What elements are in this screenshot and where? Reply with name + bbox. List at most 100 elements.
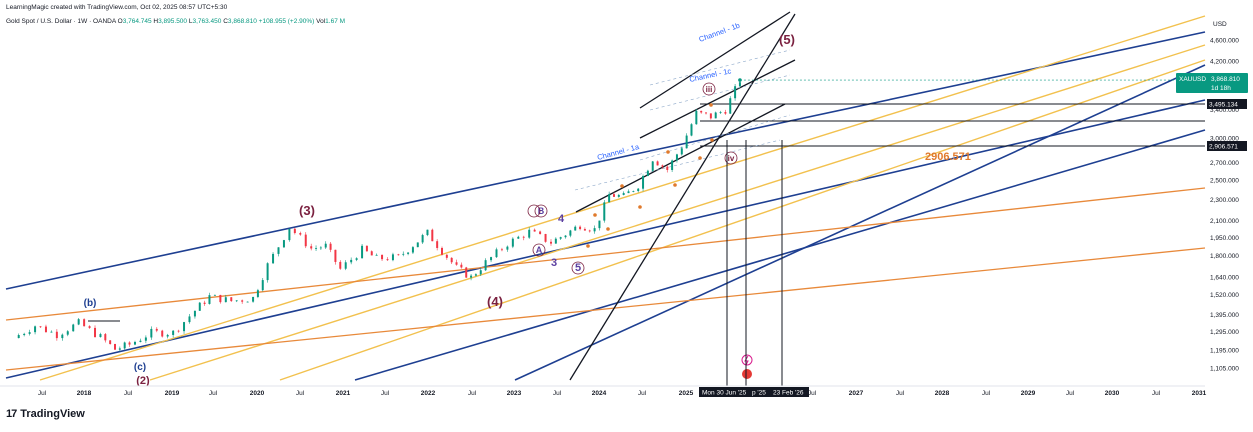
candle xyxy=(128,342,131,345)
candle xyxy=(329,243,332,250)
candle xyxy=(114,344,116,350)
candle xyxy=(88,326,91,328)
candle xyxy=(361,245,364,259)
candle xyxy=(375,254,378,256)
candle xyxy=(426,229,429,236)
candle xyxy=(391,254,394,261)
brand-name: TradingView xyxy=(20,408,85,420)
candle xyxy=(350,259,353,263)
candle xyxy=(177,330,180,332)
candle xyxy=(656,161,659,166)
badge-symbol: XAUUSD xyxy=(1179,76,1206,83)
candle xyxy=(680,148,683,155)
sub-wave-marker xyxy=(666,150,670,154)
time-tick-label: Jul xyxy=(638,390,647,397)
time-tick-label: Jul xyxy=(38,390,47,397)
level-label: 2906.571 xyxy=(925,151,971,163)
candle xyxy=(288,228,291,241)
candle xyxy=(246,301,249,303)
time-tick-label: 2024 xyxy=(592,390,607,397)
price-tick-label: 2,500.000 xyxy=(1210,178,1239,185)
trend-line xyxy=(639,59,796,139)
channel-guide-line xyxy=(649,49,791,86)
candle xyxy=(569,230,572,236)
price-tick-label: 3,400.000 xyxy=(1210,107,1239,114)
candle xyxy=(465,267,468,278)
sub-wave-marker xyxy=(710,138,714,142)
low-label: L xyxy=(188,18,193,25)
candle xyxy=(370,251,373,256)
price-tick-label: 1,950.000 xyxy=(1210,235,1239,242)
badge-value: 3,868.810 xyxy=(1211,76,1240,83)
channel-label: Channel - 1a xyxy=(596,142,641,162)
candle xyxy=(479,270,482,275)
level-badge xyxy=(1207,99,1247,109)
candle xyxy=(39,326,42,328)
candle xyxy=(709,113,712,119)
open-label: O xyxy=(117,18,123,25)
candle xyxy=(203,302,206,304)
wave-circle xyxy=(532,243,546,257)
tradingview-logo-icon: 17 xyxy=(6,408,17,420)
candle xyxy=(213,294,216,296)
time-tick-label: Jul xyxy=(982,390,991,397)
candle xyxy=(99,334,102,338)
candle xyxy=(421,235,424,243)
wave-circle xyxy=(702,82,716,96)
candle xyxy=(319,247,322,249)
candle xyxy=(627,191,630,194)
date-marker-label: p '25 xyxy=(752,390,766,397)
price-badge xyxy=(1176,73,1248,94)
candle xyxy=(17,335,20,339)
event-lightning-icon xyxy=(741,354,753,366)
trend-line xyxy=(569,13,796,381)
price-tick-label: 1,295.000 xyxy=(1210,329,1239,336)
trend-line xyxy=(5,31,1206,290)
candle xyxy=(23,333,26,336)
price-tick-label: 2,300.000 xyxy=(1210,197,1239,204)
event-flag-icon xyxy=(742,369,752,379)
candle xyxy=(61,334,64,339)
axis-unit: USD xyxy=(1213,21,1227,28)
channel-guide-line xyxy=(639,114,791,161)
candle xyxy=(617,194,620,197)
candle xyxy=(559,237,562,239)
candle xyxy=(517,236,520,239)
candle xyxy=(729,98,732,114)
price-series xyxy=(17,78,1205,352)
candle xyxy=(646,170,649,176)
candle xyxy=(277,247,280,254)
candle xyxy=(598,220,601,229)
chart-annotations: Channel - 1a Channel - 1b Channel - 1c 2906… xyxy=(84,21,971,387)
candle xyxy=(94,327,97,338)
candle xyxy=(490,257,493,261)
sub-wave-marker xyxy=(673,183,677,187)
candle xyxy=(700,110,703,113)
candle xyxy=(155,328,158,331)
candle xyxy=(738,82,741,87)
candle xyxy=(123,342,126,349)
price-tick-label: 3,000.000 xyxy=(1210,136,1239,143)
wave-label: A xyxy=(536,245,543,255)
wave-circle xyxy=(534,204,548,218)
candle xyxy=(172,330,175,335)
time-tick-label: Jul xyxy=(553,390,562,397)
time-tick-label: 2019 xyxy=(165,390,180,397)
low-value: 3,763.450 xyxy=(192,18,222,25)
trend-line xyxy=(149,44,1206,381)
sub-wave-marker xyxy=(606,227,610,231)
wave-circle xyxy=(724,151,738,165)
candle xyxy=(150,328,153,338)
trend-line xyxy=(5,247,1206,371)
price-tick-label: 1,195.000 xyxy=(1210,347,1239,354)
level-badge-value: 3,495.134 xyxy=(1209,102,1238,109)
candle xyxy=(144,337,147,341)
time-axis: Jul 2018 Jul 2019 Jul 2020 Jul 2021 Jul 2022 Jul 20… xyxy=(0,385,1207,397)
trend-line xyxy=(639,11,791,109)
candle xyxy=(533,229,536,232)
price-tick-label: 1,395.000 xyxy=(1210,312,1239,319)
candle xyxy=(66,331,69,335)
candle xyxy=(666,166,669,170)
wave-label: (c) xyxy=(134,362,146,373)
